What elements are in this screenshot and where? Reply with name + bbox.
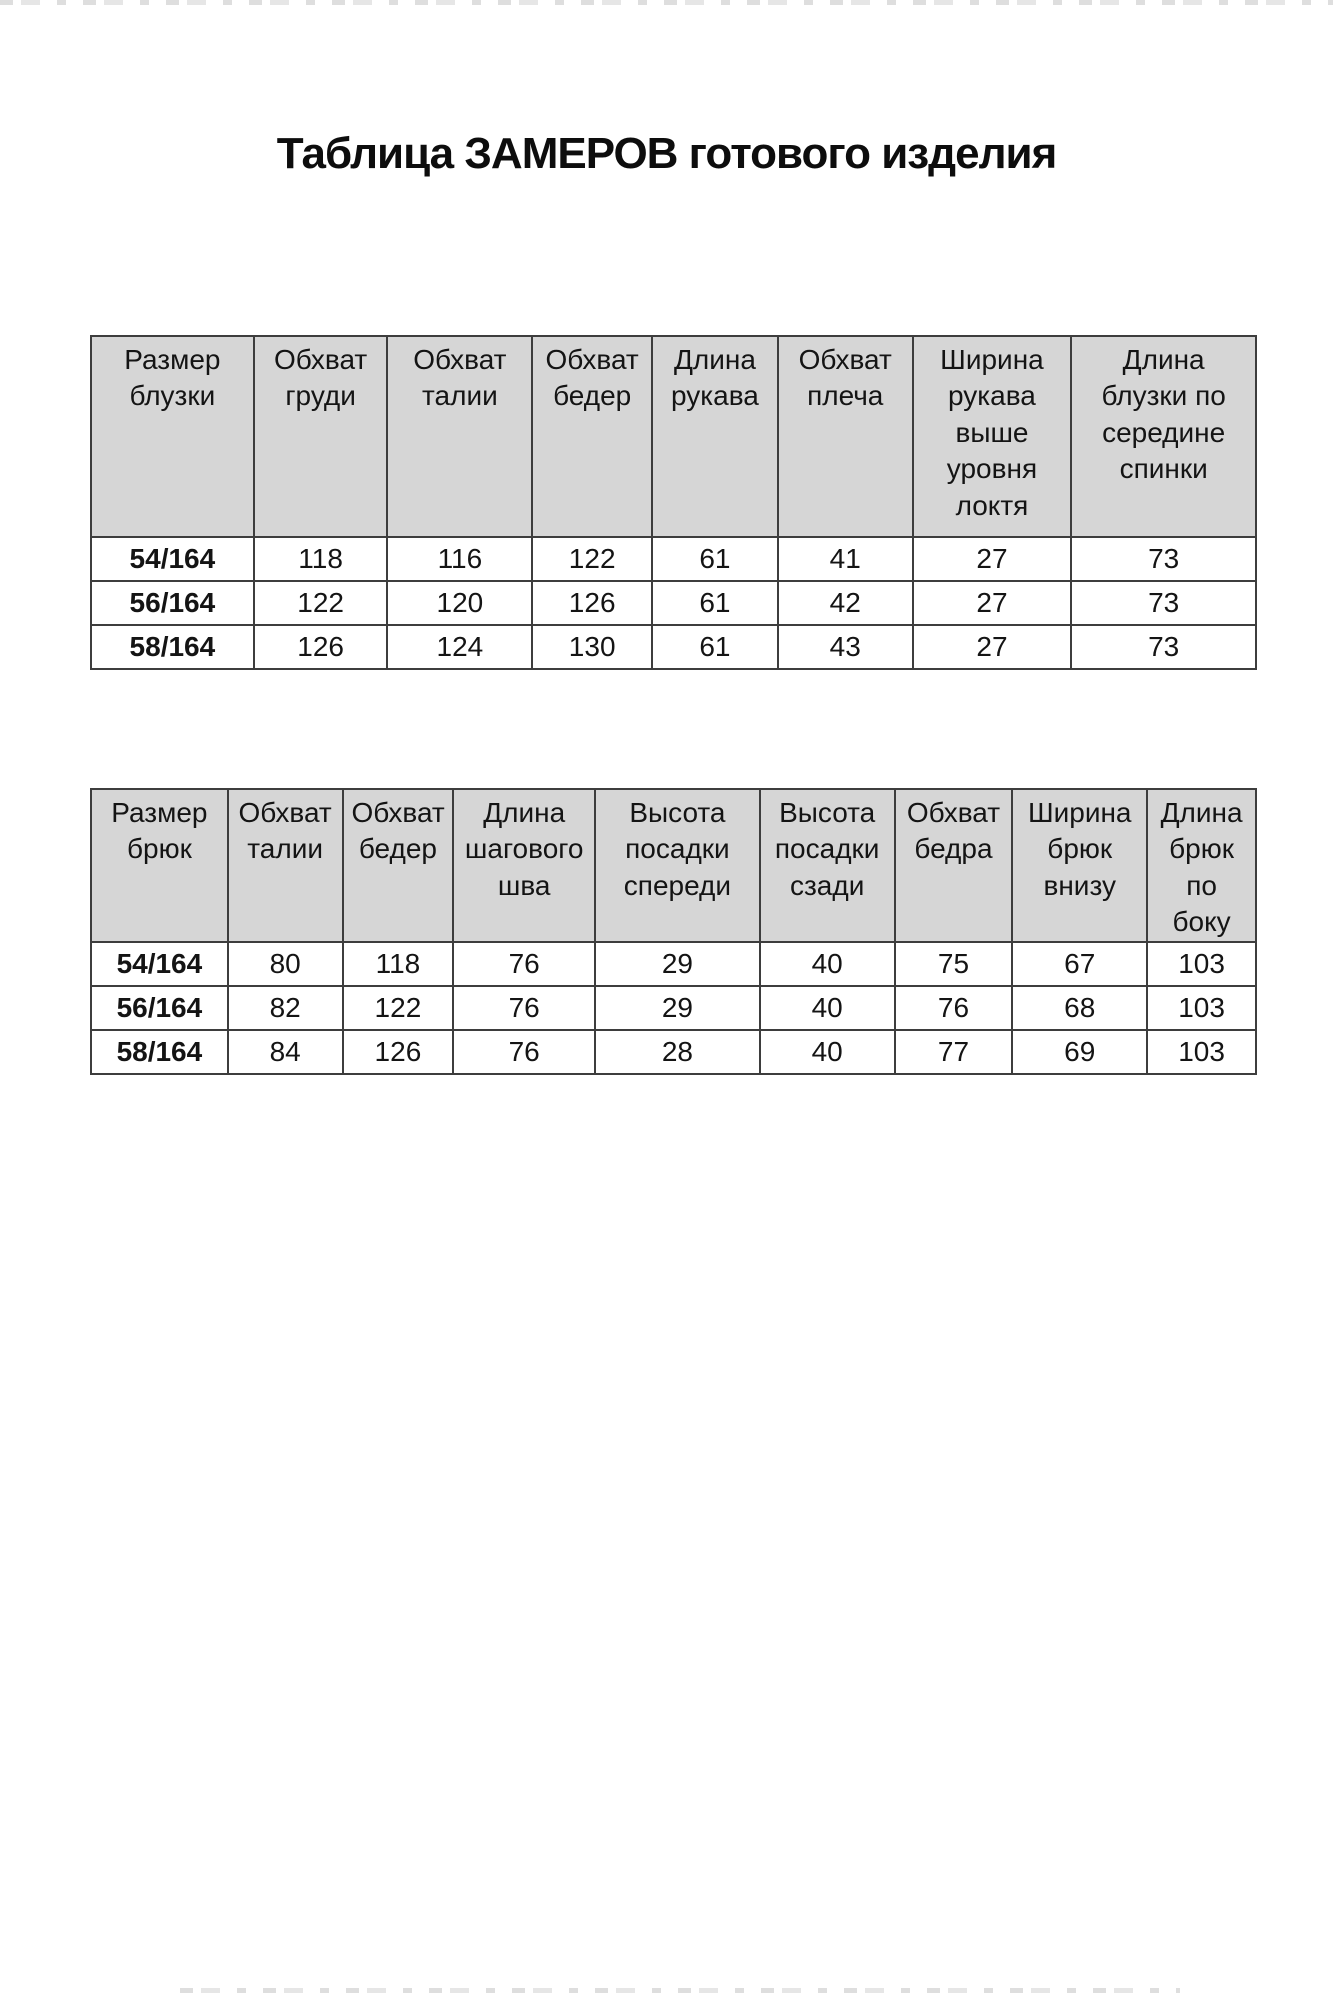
scan-artifact-top [0, 0, 1333, 5]
value-cell: 29 [594, 985, 761, 1031]
value-cell: 126 [531, 580, 654, 626]
column-header: Обхват талии [226, 788, 344, 943]
table-row: 56/164 122 120 126 61 42 27 73 [90, 580, 1257, 626]
value-cell: 122 [341, 985, 455, 1031]
value-cell: 126 [341, 1029, 455, 1075]
value-cell: 27 [911, 624, 1073, 670]
size-cell: 56/164 [90, 985, 229, 1031]
table-row: 56/164 82 122 76 29 40 76 68 103 [90, 985, 1257, 1031]
column-header: Размер брюк [90, 788, 229, 943]
column-header: Длина блузки по середине спинки [1070, 335, 1257, 538]
value-cell: 76 [452, 1029, 597, 1075]
value-cell: 124 [386, 624, 534, 670]
value-cell: 40 [758, 1029, 896, 1075]
value-cell: 122 [531, 536, 654, 582]
value-cell: 120 [386, 580, 534, 626]
page-title: Таблица ЗАМЕРОВ готового изделия [276, 129, 1058, 179]
size-cell: 54/164 [90, 941, 229, 987]
table-row: 58/164 126 124 130 61 43 27 73 [90, 624, 1257, 670]
value-cell: 76 [452, 941, 597, 987]
column-header: Ширина рукава выше уровня локтя [911, 335, 1073, 538]
blouse-measurements-table: Размер блузки Обхват груди Обхват талии Обх… [90, 335, 1257, 670]
column-header: Обхват плеча [776, 335, 914, 538]
column-header: Обхват бедер [341, 788, 455, 943]
trousers-measurements-table: Размер брюк Обхват талии Обхват бедер Длина… [90, 788, 1257, 1075]
column-header: Длина рукава [651, 335, 779, 538]
column-header: Высота посадки спереди [594, 788, 761, 943]
value-cell: 103 [1146, 941, 1257, 987]
value-cell: 130 [531, 624, 654, 670]
value-cell: 84 [226, 1029, 344, 1075]
value-cell: 43 [776, 624, 914, 670]
value-cell: 73 [1070, 580, 1257, 626]
value-cell: 122 [252, 580, 389, 626]
value-cell: 118 [341, 941, 455, 987]
value-cell: 61 [651, 580, 779, 626]
value-cell: 40 [758, 985, 896, 1031]
column-header: Обхват бедер [531, 335, 654, 538]
value-cell: 40 [758, 941, 896, 987]
value-cell: 28 [594, 1029, 761, 1075]
table-row: 54/164 118 116 122 61 41 27 73 [90, 536, 1257, 582]
value-cell: 73 [1070, 536, 1257, 582]
value-cell: 67 [1011, 941, 1149, 987]
size-cell: 56/164 [90, 580, 255, 626]
header-row: Размер блузки Обхват груди Обхват талии Обх… [90, 335, 1257, 538]
column-header: Обхват груди [252, 335, 389, 538]
header-row: Размер брюк Обхват талии Обхват бедер Длина… [90, 788, 1257, 943]
value-cell: 73 [1070, 624, 1257, 670]
value-cell: 69 [1011, 1029, 1149, 1075]
value-cell: 61 [651, 536, 779, 582]
size-cell: 54/164 [90, 536, 255, 582]
value-cell: 27 [911, 580, 1073, 626]
value-cell: 103 [1146, 1029, 1257, 1075]
value-cell: 27 [911, 536, 1073, 582]
table-row: 54/164 80 118 76 29 40 75 67 103 [90, 941, 1257, 987]
scan-artifact-bottom [180, 1988, 1180, 1993]
column-header: Обхват талии [386, 335, 534, 538]
value-cell: 118 [252, 536, 389, 582]
value-cell: 76 [893, 985, 1014, 1031]
column-header: Длина брюк по боку [1146, 788, 1257, 943]
value-cell: 68 [1011, 985, 1149, 1031]
value-cell: 41 [776, 536, 914, 582]
value-cell: 77 [893, 1029, 1014, 1075]
value-cell: 103 [1146, 985, 1257, 1031]
value-cell: 116 [386, 536, 534, 582]
value-cell: 61 [651, 624, 779, 670]
column-header: Длина шагового шва [452, 788, 597, 943]
column-header: Ширина брюк внизу [1011, 788, 1149, 943]
size-cell: 58/164 [90, 1029, 229, 1075]
value-cell: 75 [893, 941, 1014, 987]
value-cell: 76 [452, 985, 597, 1031]
value-cell: 126 [252, 624, 389, 670]
column-header: Размер блузки [90, 335, 255, 538]
column-header: Высота посадки сзади [758, 788, 896, 943]
table-row: 58/164 84 126 76 28 40 77 69 103 [90, 1029, 1257, 1075]
value-cell: 29 [594, 941, 761, 987]
value-cell: 42 [776, 580, 914, 626]
value-cell: 82 [226, 985, 344, 1031]
column-header: Обхват бедра [893, 788, 1014, 943]
size-cell: 58/164 [90, 624, 255, 670]
value-cell: 80 [226, 941, 344, 987]
